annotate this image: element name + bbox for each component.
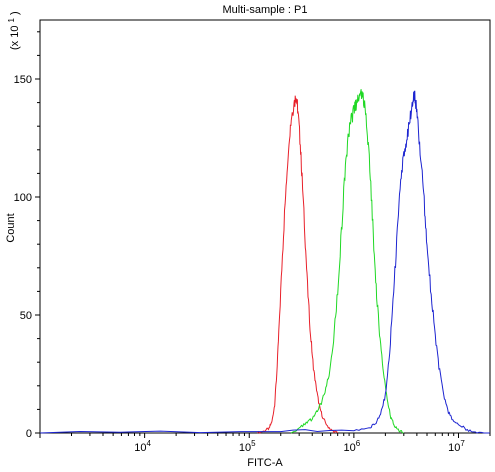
x-tick-exponent: 7 — [460, 439, 465, 448]
x-tick-label: 107 — [448, 439, 465, 454]
plot-frame — [39, 19, 491, 434]
x-tick-label: 104 — [134, 439, 151, 454]
y-tick-label: 0 — [26, 428, 32, 440]
series-layer — [39, 89, 490, 434]
x-tick-base: 10 — [448, 442, 460, 454]
y-tick-label: 150 — [14, 74, 32, 86]
chart-title: Multi-sample : P1 — [223, 4, 308, 16]
y-multiplier-label: (x 10 1 ) — [5, 11, 21, 50]
x-axis: 104 105 106 107 — [39, 433, 491, 454]
y-multiplier-text: (x 10 — [9, 26, 21, 50]
y-tick-label: 100 — [14, 192, 32, 204]
x-tick-exponent: 6 — [356, 439, 361, 448]
x-axis-label: FITC-A — [247, 457, 283, 469]
y-tick-label: 50 — [20, 310, 32, 322]
x-tick-base: 10 — [239, 442, 251, 454]
x-tick-label: 105 — [239, 439, 256, 454]
series-line-1 — [257, 95, 339, 434]
x-tick-exponent: 4 — [147, 439, 152, 448]
x-tick-exponent: 5 — [251, 439, 256, 448]
y-axis-label: Count — [5, 213, 17, 242]
series-line-3 — [39, 90, 490, 434]
series-line-2 — [290, 89, 404, 434]
y-axis: 0 50 100 150 — [14, 31, 40, 440]
x-tick-label: 106 — [344, 439, 361, 454]
y-multiplier-exponent: 1 — [7, 17, 16, 22]
x-tick-base: 10 — [344, 442, 356, 454]
x-tick-base: 10 — [134, 442, 146, 454]
y-multiplier-close: ) — [9, 11, 21, 15]
